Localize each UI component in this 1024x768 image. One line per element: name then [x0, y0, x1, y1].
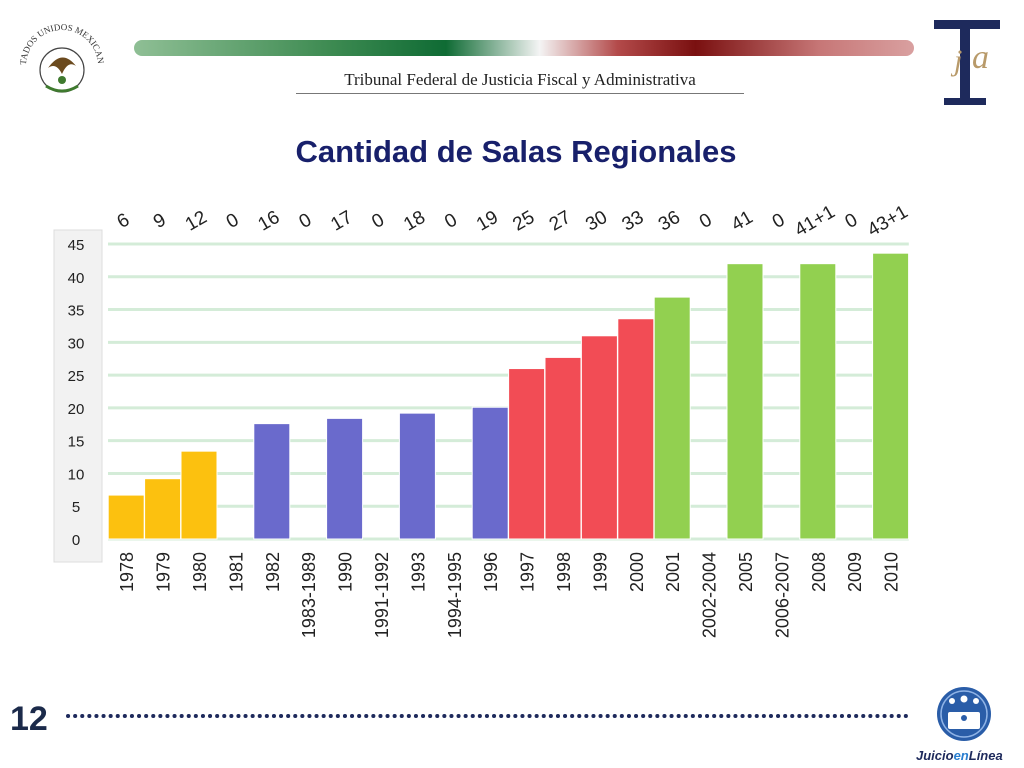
data-label: 0 [223, 209, 243, 232]
x-tick-label: 1990 [336, 552, 356, 592]
bar [799, 263, 837, 540]
dotted-divider [66, 714, 912, 718]
data-label: 25 [509, 207, 538, 236]
data-label: 0 [368, 209, 388, 232]
y-tick-label: 10 [68, 466, 85, 483]
bar [617, 318, 655, 540]
y-tick-label: 20 [68, 401, 85, 418]
seal-text: ESTADOS UNIDOS MEXICANOS [12, 8, 106, 65]
logo-word-juicio: Juicio [916, 748, 954, 763]
x-tick-label: 1978 [117, 552, 137, 592]
logo-word-linea: Línea [969, 748, 1003, 763]
data-label: 0 [296, 209, 316, 232]
x-tick-label: 1996 [481, 552, 501, 592]
svg-text:JuicioenLínea: JuicioenLínea [916, 748, 1003, 763]
bar [872, 252, 910, 540]
data-label: 16 [255, 207, 284, 236]
data-label: 6 [114, 209, 134, 232]
decorative-color-bar [134, 40, 914, 56]
x-tick-label: 1981 [226, 552, 246, 592]
bar [253, 423, 291, 540]
institution-name: Tribunal Federal de Justicia Fiscal y Ad… [344, 70, 696, 89]
bar [107, 494, 145, 540]
data-label: 36 [655, 207, 684, 236]
bar [326, 417, 364, 540]
y-axis-panel [53, 229, 103, 563]
data-label: 9 [150, 209, 170, 232]
x-tick-label: 2001 [663, 552, 683, 592]
y-tick-label: 25 [68, 368, 85, 385]
data-label: 0 [769, 209, 789, 232]
x-tick-label: 1993 [408, 552, 428, 592]
page-number: 12 [10, 700, 48, 738]
y-tick-label: 30 [68, 335, 85, 352]
x-tick-label: 1979 [154, 552, 174, 592]
bar [726, 263, 764, 540]
tfja-logo: a j [934, 20, 1000, 105]
y-tick-label: 0 [72, 532, 80, 549]
x-tick-label: 2006-2007 [772, 552, 792, 638]
x-tick-label: 1999 [590, 552, 610, 592]
data-label: 0 [441, 209, 461, 232]
data-label: 19 [473, 207, 502, 236]
x-tick-label: 2000 [627, 552, 647, 592]
x-tick-label: 2005 [736, 552, 756, 592]
y-tick-label: 15 [68, 434, 85, 451]
data-label: 33 [619, 207, 648, 236]
x-tick-label: 1980 [190, 552, 210, 592]
data-label: 27 [546, 207, 575, 236]
bar [471, 406, 509, 540]
mexican-seal-logo: ESTADOS UNIDOS MEXICANOS [12, 8, 106, 93]
x-tick-label: 1994-1995 [445, 552, 465, 638]
juicio-en-linea-logo: JuicioenLínea [916, 687, 1003, 763]
x-tick-label: 2002-2004 [700, 552, 720, 638]
x-tick-label: 1997 [518, 552, 538, 592]
data-label: 41 [728, 207, 757, 236]
x-tick-label: 1998 [554, 552, 574, 592]
bar [508, 368, 546, 540]
data-label: 30 [582, 207, 611, 236]
bar [544, 356, 582, 540]
x-tick-label: 2010 [882, 552, 902, 592]
data-label: 18 [400, 207, 429, 236]
y-tick-label: 35 [68, 303, 85, 320]
page-title: Cantidad de Salas Regionales [295, 134, 737, 169]
data-label: 0 [696, 209, 716, 232]
data-label: 41+1 [791, 201, 839, 241]
data-label: 12 [182, 207, 211, 236]
x-tick-label: 2008 [809, 552, 829, 592]
data-label: 43+1 [864, 201, 912, 241]
logo-word-en: en [954, 748, 969, 763]
y-tick-label: 40 [68, 270, 85, 287]
x-tick-label: 1991-1992 [372, 552, 392, 638]
x-tick-label: 2009 [845, 552, 865, 592]
bar [398, 412, 436, 540]
bar [180, 450, 218, 540]
x-tick-label: 1983-1989 [299, 552, 319, 638]
data-label: 17 [327, 207, 356, 236]
x-tick-label: 1982 [263, 552, 283, 592]
data-label: 0 [842, 209, 862, 232]
bar [144, 478, 182, 540]
bar [653, 296, 691, 540]
bar [580, 335, 618, 540]
svg-text:j: j [950, 44, 962, 77]
svg-text:a: a [972, 39, 989, 76]
y-tick-label: 45 [68, 237, 85, 254]
y-tick-label: 5 [72, 499, 80, 516]
institution-underline [296, 93, 744, 94]
